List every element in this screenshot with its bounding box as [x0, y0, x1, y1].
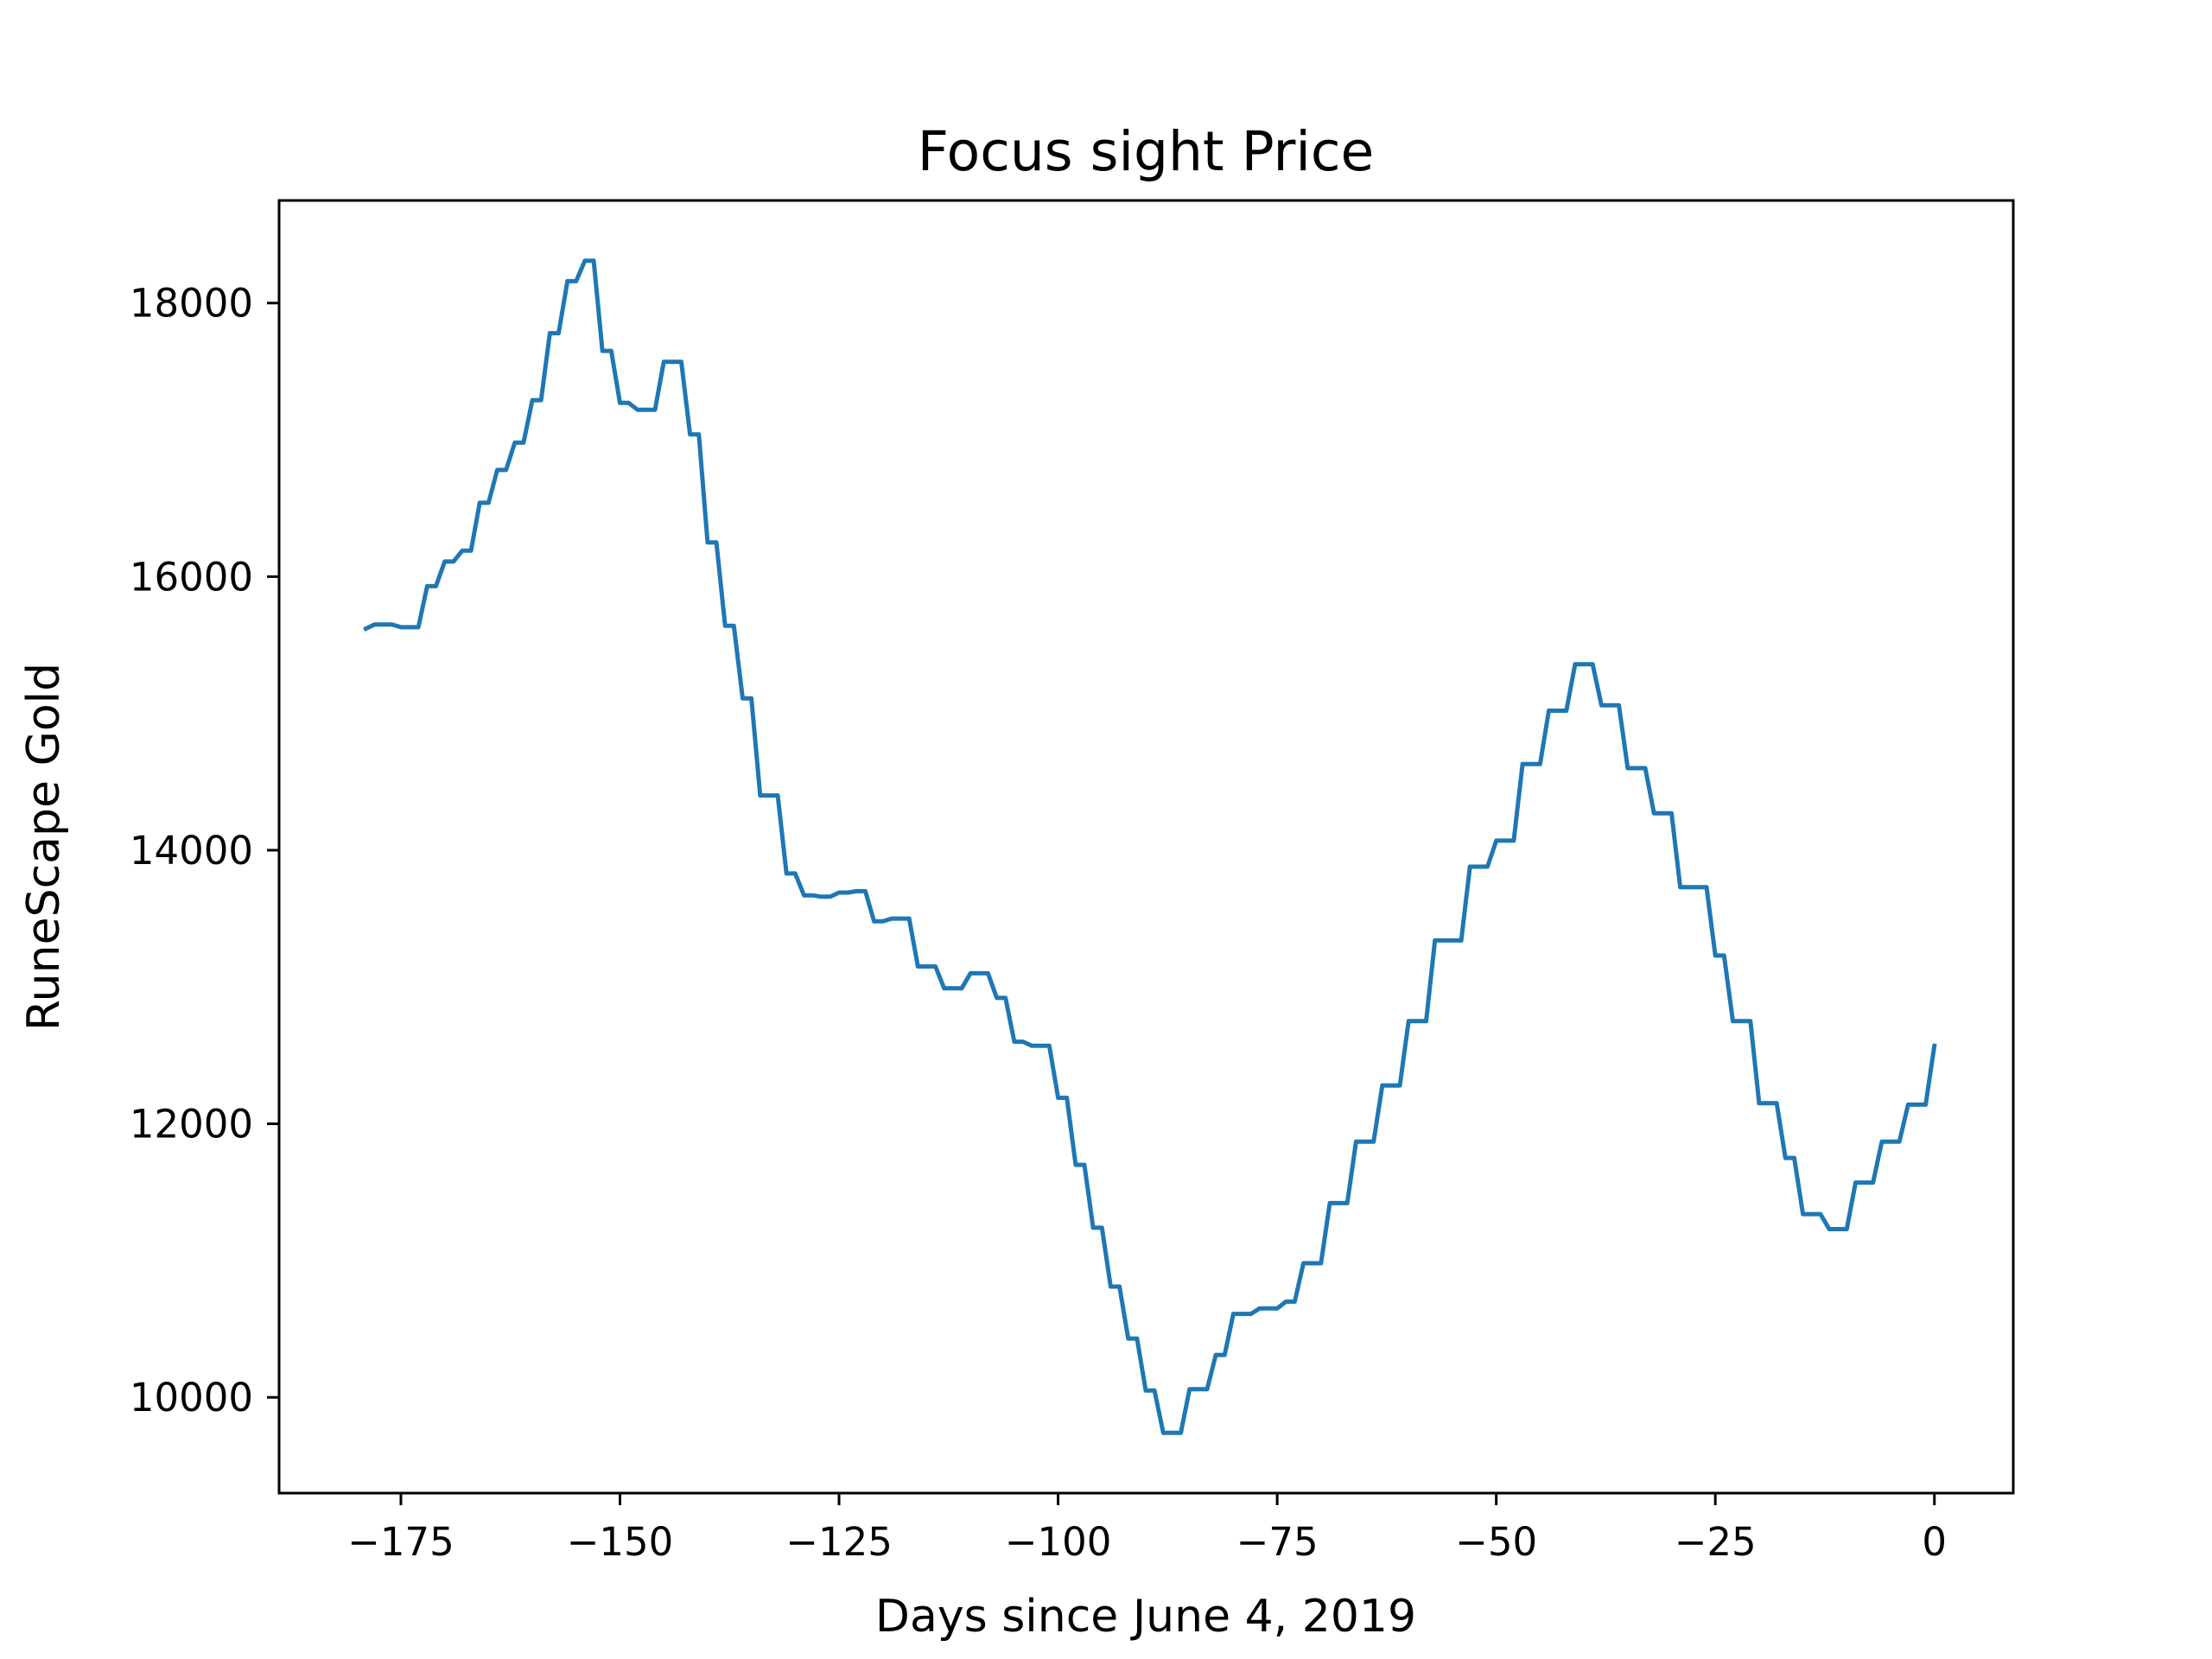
plot-frame: [277, 199, 2015, 1495]
y-tick-label: 18000: [130, 281, 253, 327]
x-tick-label: −175: [347, 1519, 454, 1565]
plot-area: −175 −150 −125 −100 −75 −50 −25 0 10000 12000 1400…: [130, 199, 2015, 1565]
y-tick-label: 12000: [130, 1102, 253, 1147]
x-tick-label: −150: [567, 1519, 674, 1565]
y-tick-label: 10000: [130, 1375, 253, 1421]
y-tick-label: 14000: [130, 828, 253, 874]
y-axis-label: RuneScape Gold: [18, 663, 70, 1031]
x-tick-label: −25: [1675, 1519, 1757, 1565]
series-line-0: [363, 258, 1937, 1435]
x-tick-label: −75: [1236, 1519, 1319, 1565]
x-axis-label: Days since June 4, 2019: [875, 1591, 1416, 1643]
x-tick-label: 0: [1922, 1519, 1947, 1565]
chart-title: Focus sight Price: [918, 120, 1375, 183]
x-tick-label: −50: [1455, 1519, 1537, 1565]
x-tick-label: −125: [785, 1519, 893, 1565]
x-tick-label: −100: [1005, 1519, 1112, 1565]
y-tick-label: 16000: [130, 554, 253, 600]
